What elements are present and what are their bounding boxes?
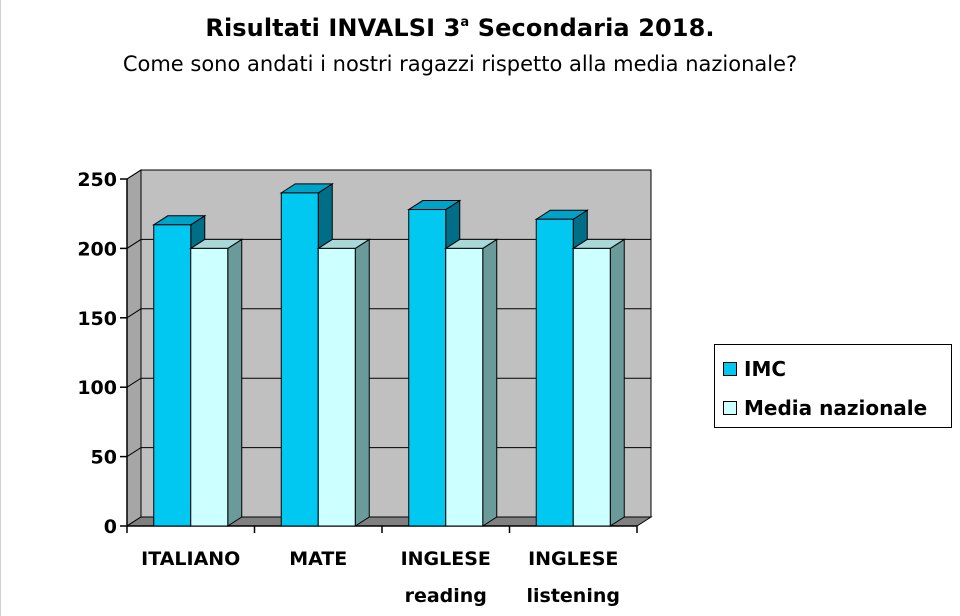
x-category-label: listening xyxy=(527,585,620,607)
frame-border xyxy=(0,0,1,616)
legend-swatch-media-nazionale xyxy=(723,401,737,415)
bar-imc-1 xyxy=(153,224,192,527)
y-tick-label: 0 xyxy=(104,516,117,538)
bar-media-nazionale-4-side xyxy=(609,238,625,527)
x-category-label: ITALIANO xyxy=(141,548,240,570)
bar-media-nazionale-1-side xyxy=(227,238,243,527)
bar-media-nazionale-2 xyxy=(317,247,356,527)
y-tick-label: 100 xyxy=(77,377,117,399)
title-main: Risultati INVALSI 3 xyxy=(205,14,461,42)
x-category-label: INGLESE xyxy=(528,548,618,570)
bar-media-nazionale-2-side xyxy=(354,238,370,527)
y-tick-label: 50 xyxy=(91,447,117,469)
bar-imc-2 xyxy=(280,192,319,527)
bar-media-nazionale-4 xyxy=(572,247,611,527)
title-superscript: a xyxy=(460,15,470,30)
legend-item-imc: IMC xyxy=(723,356,786,382)
chart-title: Risultati INVALSI 3a Secondaria 2018. xyxy=(0,14,920,42)
y-tick-label: 250 xyxy=(77,169,117,191)
y-tick-label: 200 xyxy=(77,238,117,260)
title-rest: Secondaria 2018. xyxy=(469,14,715,42)
y-tick-label: 150 xyxy=(77,308,117,330)
bar-imc-4 xyxy=(535,218,574,527)
legend-label-media-nazionale: Media nazionale xyxy=(744,396,928,420)
x-category-label: reading xyxy=(405,585,487,607)
legend-swatch-imc xyxy=(723,362,737,376)
plot-side-wall xyxy=(126,169,142,527)
chart-subtitle: Come sono andati i nostri ragazzi rispet… xyxy=(122,52,798,76)
bar-media-nazionale-3 xyxy=(445,247,484,527)
bar-media-nazionale-3-side xyxy=(482,238,498,527)
bar-media-nazionale-1 xyxy=(190,247,229,527)
legend-item-media-nazionale: Media nazionale xyxy=(723,395,927,421)
bar-imc-3 xyxy=(408,209,447,527)
gridline xyxy=(126,169,651,180)
chart-legend: IMC Media nazionale xyxy=(714,344,952,428)
x-category-label: INGLESE xyxy=(401,548,491,570)
legend-label-imc: IMC xyxy=(744,357,787,381)
x-category-label: MATE xyxy=(289,548,347,570)
